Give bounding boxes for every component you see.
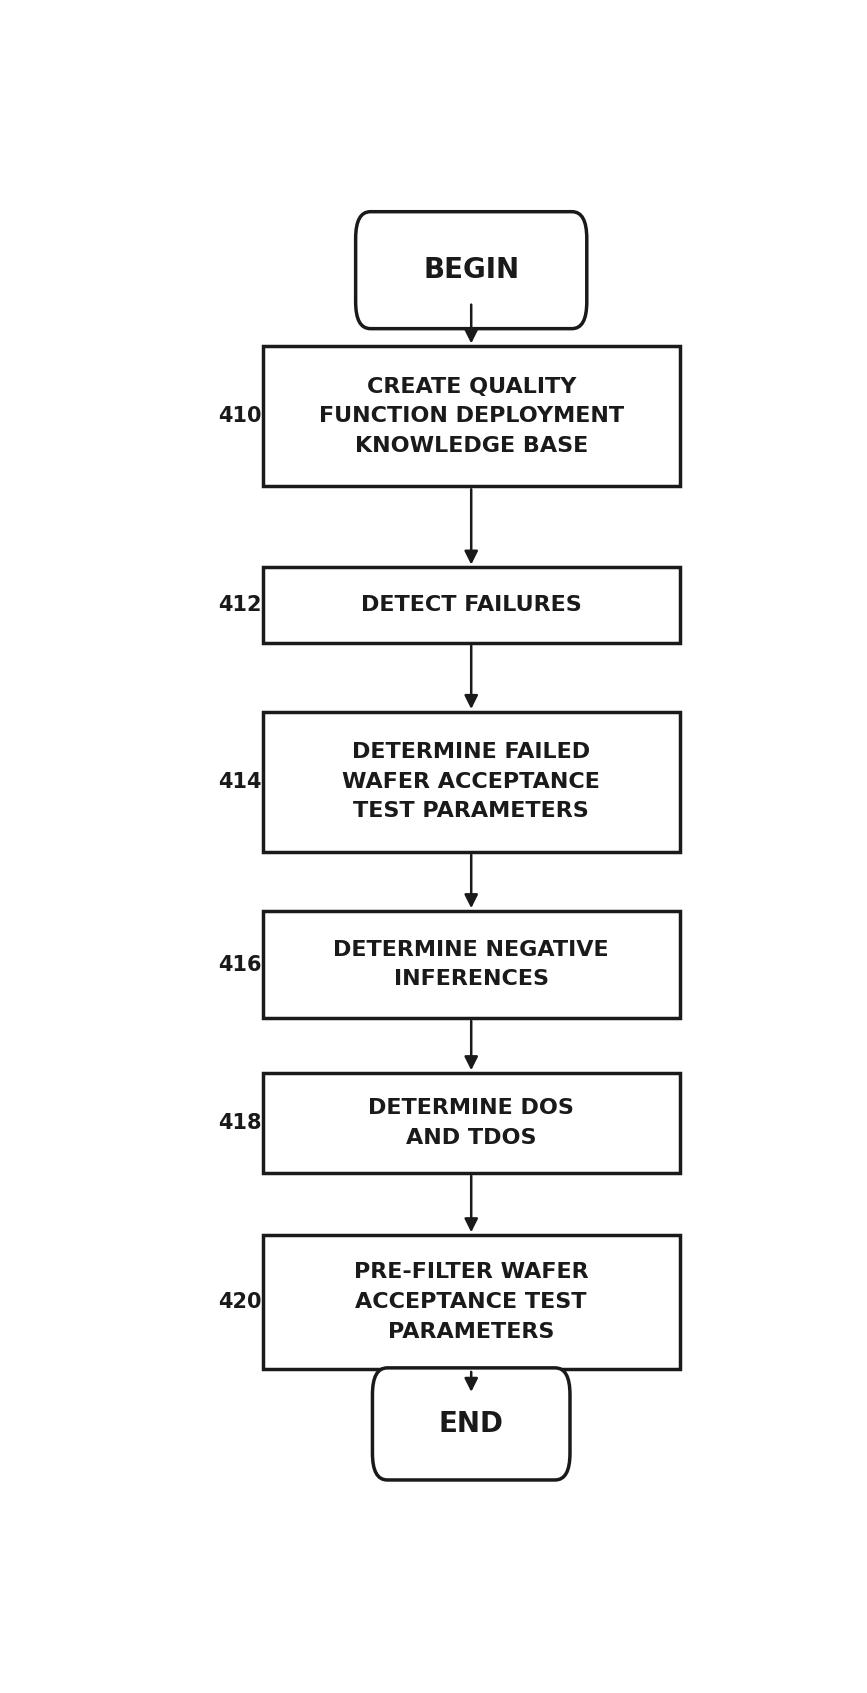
Text: END: END bbox=[439, 1410, 504, 1437]
FancyBboxPatch shape bbox=[355, 212, 587, 328]
FancyBboxPatch shape bbox=[263, 1236, 680, 1370]
Text: 410: 410 bbox=[218, 406, 261, 427]
Text: 416: 416 bbox=[218, 955, 261, 975]
FancyBboxPatch shape bbox=[263, 911, 680, 1017]
Text: CREATE QUALITY
FUNCTION DEPLOYMENT
KNOWLEDGE BASE: CREATE QUALITY FUNCTION DEPLOYMENT KNOWL… bbox=[319, 378, 623, 455]
Text: 412: 412 bbox=[218, 596, 261, 615]
Text: DETECT FAILURES: DETECT FAILURES bbox=[361, 596, 582, 615]
Text: BEGIN: BEGIN bbox=[423, 256, 519, 284]
FancyBboxPatch shape bbox=[373, 1368, 570, 1480]
Text: 414: 414 bbox=[218, 772, 261, 792]
Text: DETERMINE FAILED
WAFER ACCEPTANCE
TEST PARAMETERS: DETERMINE FAILED WAFER ACCEPTANCE TEST P… bbox=[342, 742, 600, 821]
Text: 420: 420 bbox=[218, 1292, 261, 1312]
Text: PRE-FILTER WAFER
ACCEPTANCE TEST
PARAMETERS: PRE-FILTER WAFER ACCEPTANCE TEST PARAMET… bbox=[354, 1263, 589, 1341]
Text: DETERMINE NEGATIVE
INFERENCES: DETERMINE NEGATIVE INFERENCES bbox=[334, 940, 609, 989]
FancyBboxPatch shape bbox=[263, 1073, 680, 1173]
FancyBboxPatch shape bbox=[263, 711, 680, 852]
Text: 418: 418 bbox=[218, 1112, 261, 1133]
FancyBboxPatch shape bbox=[263, 347, 680, 486]
Text: DETERMINE DOS
AND TDOS: DETERMINE DOS AND TDOS bbox=[368, 1099, 574, 1148]
FancyBboxPatch shape bbox=[263, 567, 680, 643]
